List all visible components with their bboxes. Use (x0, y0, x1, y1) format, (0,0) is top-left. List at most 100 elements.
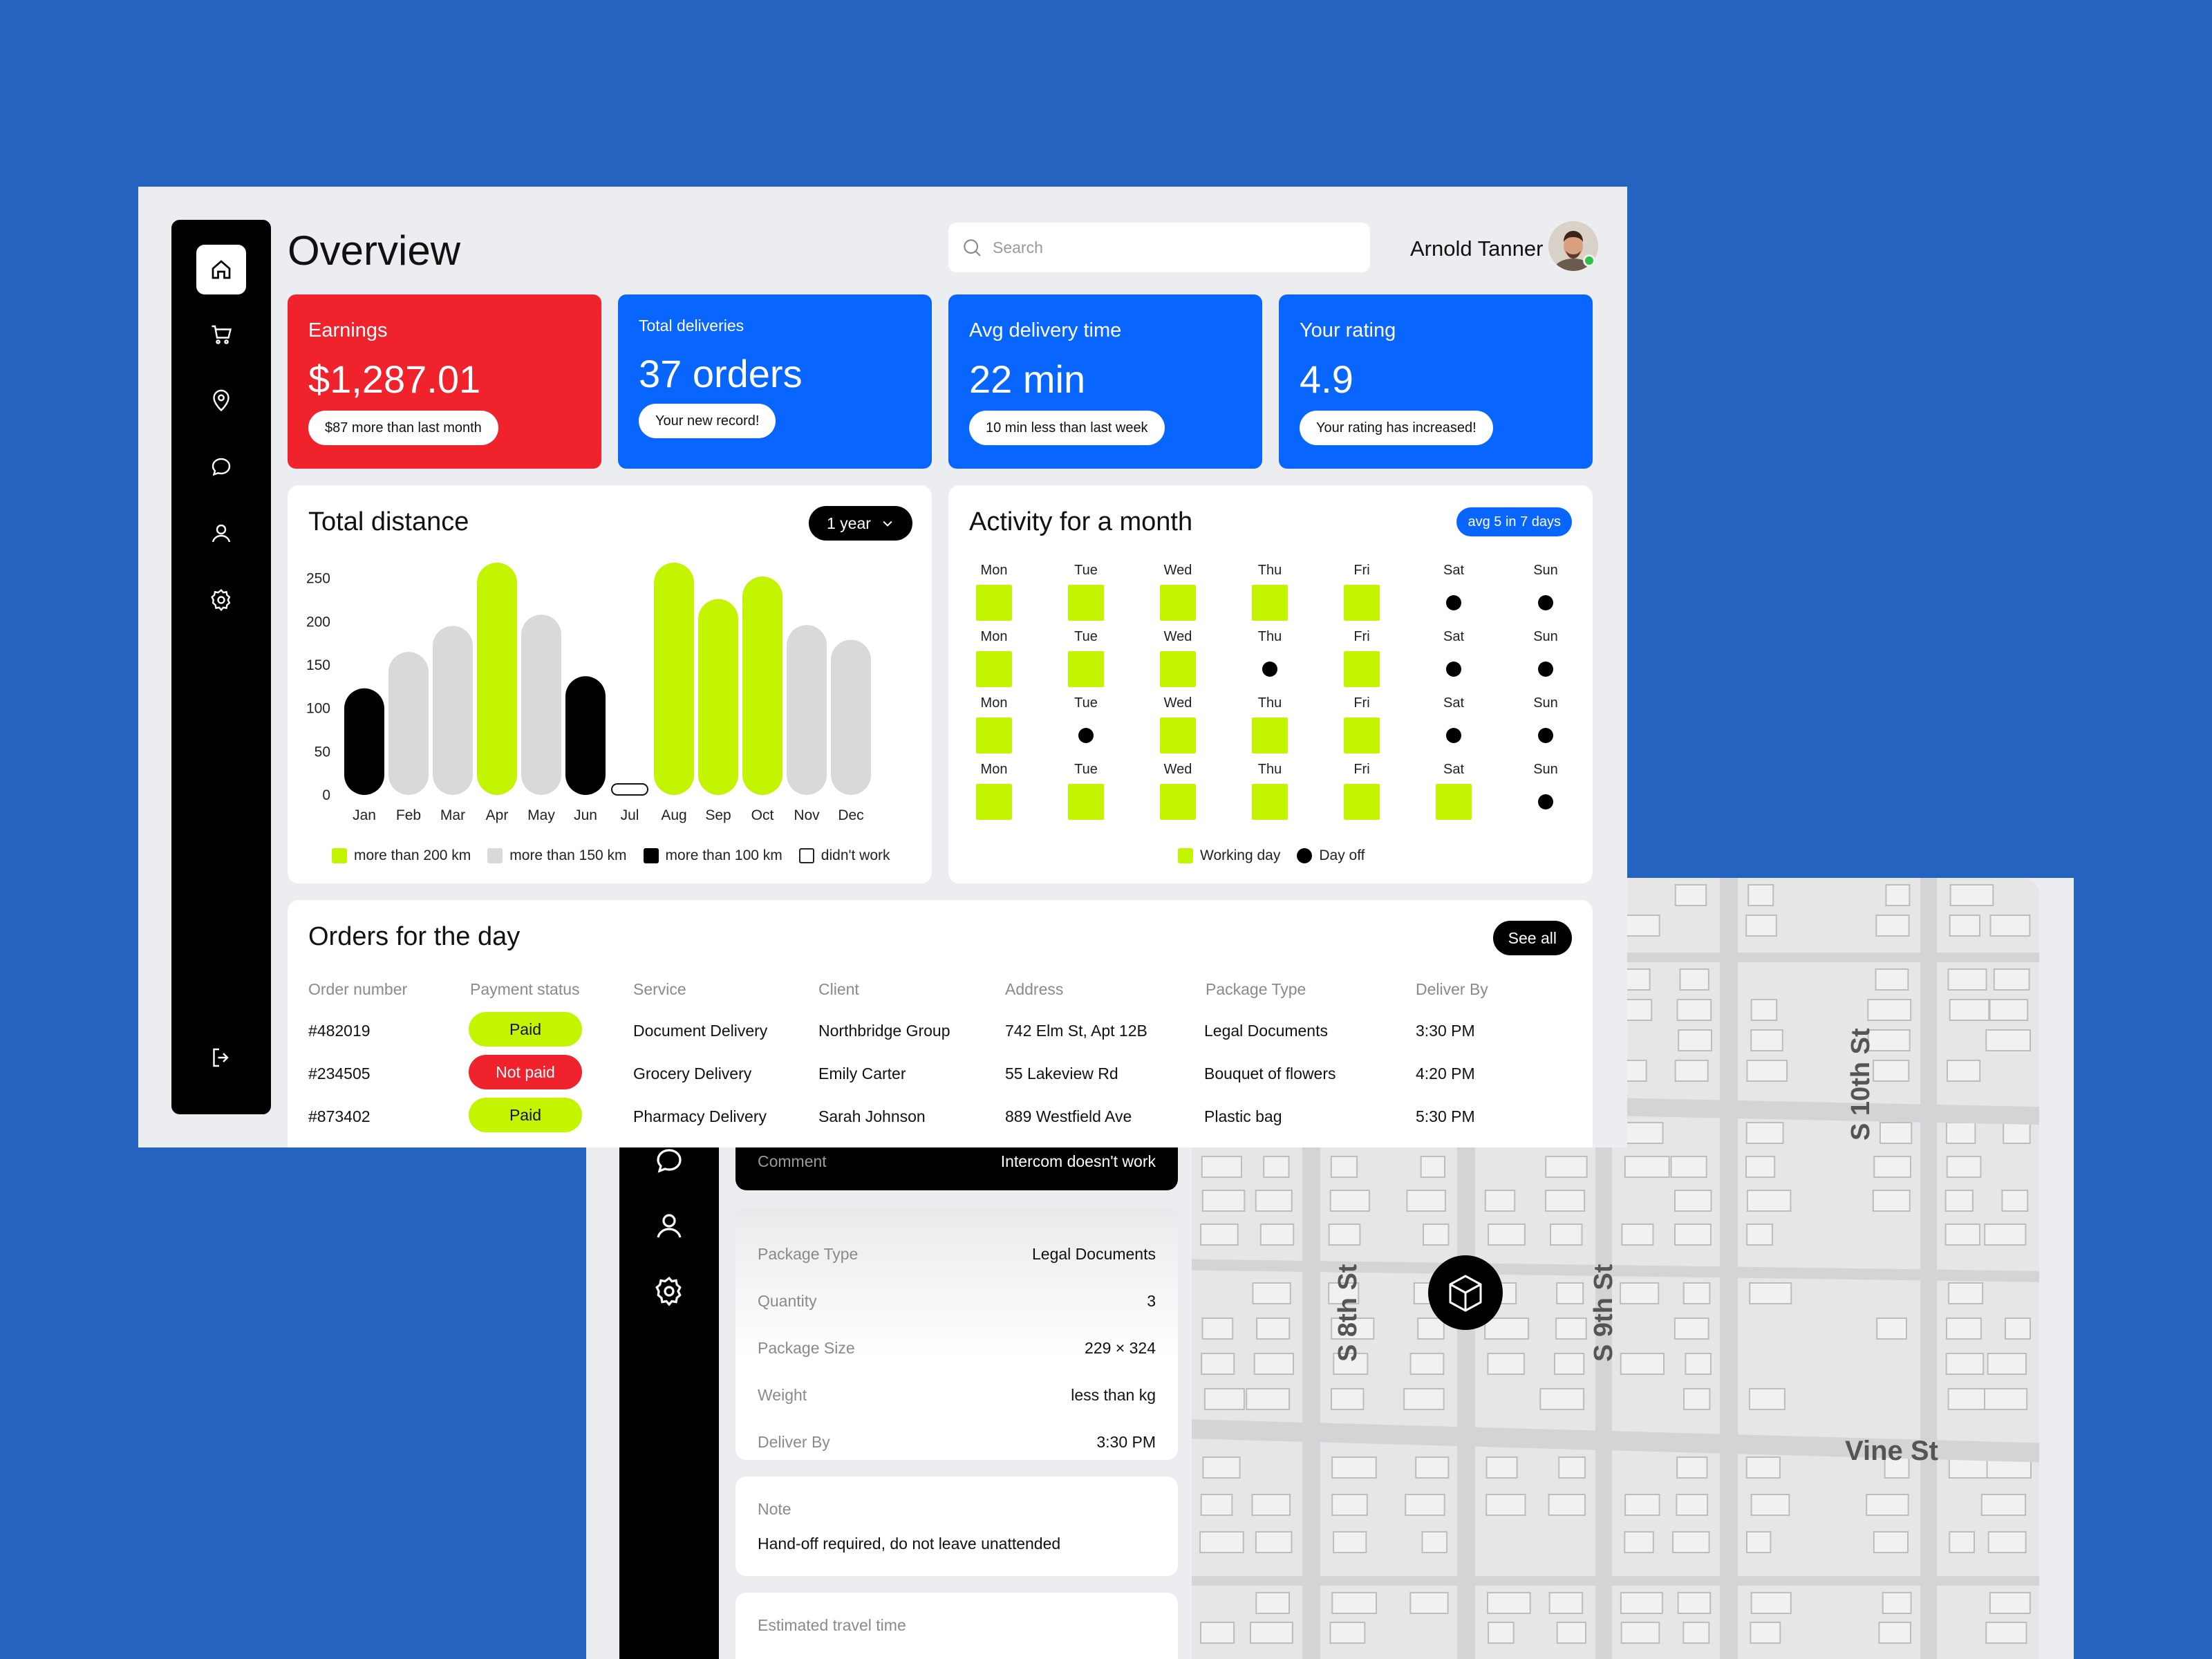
order-service: Document Delivery (633, 1022, 768, 1040)
x-tick-label: Nov (794, 807, 820, 823)
bar[interactable] (521, 615, 561, 795)
bar[interactable] (565, 676, 606, 795)
bar[interactable] (698, 599, 738, 795)
working-day-cell[interactable] (1068, 585, 1104, 621)
x-tick-label: Aug (661, 807, 686, 823)
y-tick-label: 50 (315, 744, 330, 760)
bar[interactable] (344, 688, 384, 795)
day-label: Wed (1163, 563, 1192, 578)
user-icon[interactable] (653, 1210, 686, 1243)
delivery-time-card[interactable]: Avg delivery time 22 min 10 min less tha… (948, 294, 1262, 469)
day-off-dot[interactable] (1446, 595, 1461, 610)
working-day-cell[interactable] (1160, 651, 1196, 687)
order-client: Northbridge Group (818, 1022, 950, 1040)
overview-window: Overview Arnold Tanner Earnings $1,287.0… (138, 187, 1627, 1147)
working-day-cell[interactable] (1436, 784, 1472, 820)
activity-title: Activity for a month (969, 507, 1193, 536)
logout-icon (213, 1048, 229, 1067)
day-off-dot[interactable] (1078, 728, 1094, 743)
nav-home[interactable] (196, 245, 246, 294)
working-day-cell[interactable] (1160, 718, 1196, 753)
day-off-dot[interactable] (1538, 662, 1553, 677)
earnings-card[interactable]: Earnings $1,287.01 $87 more than last mo… (288, 294, 601, 469)
day-off-dot[interactable] (1538, 595, 1553, 610)
working-day-cell[interactable] (1344, 784, 1380, 820)
working-day-cell[interactable] (976, 784, 1012, 820)
logout-button[interactable] (196, 1033, 246, 1082)
bar[interactable] (611, 783, 648, 796)
day-off-dot[interactable] (1446, 662, 1461, 677)
working-day-cell[interactable] (1160, 784, 1196, 820)
bar[interactable] (787, 625, 827, 795)
search-icon (964, 239, 981, 256)
working-day-cell[interactable] (1252, 718, 1288, 753)
deliveries-card[interactable]: Total deliveries 37 orders Your new reco… (618, 294, 932, 469)
detail-row: Quantity 3 (758, 1287, 1156, 1315)
rating-card[interactable]: Your rating 4.9 Your rating has increase… (1279, 294, 1593, 469)
order-deliver-by: 4:20 PM (1416, 1065, 1475, 1082)
legend-swatch (487, 848, 503, 863)
column-header: Package Type (1206, 980, 1306, 998)
column-header: Address (1005, 980, 1064, 998)
day-label: Fri (1353, 563, 1370, 578)
stat-value: 37 orders (639, 352, 803, 395)
working-day-cell[interactable] (1252, 585, 1288, 621)
location-pin-icon (213, 389, 229, 412)
y-tick-label: 200 (306, 614, 330, 630)
working-day-cell[interactable] (976, 585, 1012, 621)
day-label: Wed (1163, 695, 1192, 711)
day-label: Tue (1074, 762, 1098, 777)
working-day-cell[interactable] (1344, 718, 1380, 753)
day-label: Sun (1533, 695, 1558, 711)
working-day-cell[interactable] (1344, 585, 1380, 621)
detail-label: Package Type (758, 1244, 859, 1263)
bar[interactable] (433, 626, 473, 795)
working-day-cell[interactable] (1252, 784, 1288, 820)
working-day-cell[interactable] (976, 718, 1012, 753)
working-day-cell[interactable] (1160, 585, 1196, 621)
order-package: Bouquet of flowers (1204, 1065, 1336, 1082)
day-off-dot[interactable] (1538, 728, 1553, 743)
nav-orders[interactable] (196, 310, 246, 359)
working-day-cell[interactable] (1068, 651, 1104, 687)
day-label: Mon (980, 563, 1008, 578)
search-box[interactable] (948, 223, 1370, 272)
order-deliver-by: 5:30 PM (1416, 1107, 1475, 1125)
gear-icon (211, 589, 231, 612)
activity-badge: avg 5 in 7 days (1456, 507, 1572, 536)
order-deliver-by: 3:30 PM (1416, 1022, 1475, 1040)
day-off-dot[interactable] (1262, 662, 1277, 677)
legend-label: didn't work (821, 847, 890, 863)
day-off-dot[interactable] (1538, 794, 1553, 809)
detail-row: Deliver By 3:30 PM (758, 1428, 1156, 1456)
column-header: Client (818, 980, 859, 998)
gear-icon[interactable] (653, 1275, 686, 1308)
see-all-button[interactable]: See all (1492, 921, 1572, 955)
nav-map[interactable] (196, 376, 246, 426)
bar[interactable] (477, 563, 517, 795)
bar[interactable] (742, 577, 782, 795)
bar[interactable] (831, 639, 871, 795)
chat-icon[interactable] (653, 1145, 686, 1178)
package-icon[interactable] (1428, 1255, 1503, 1330)
nav-settings[interactable] (196, 575, 246, 625)
nav-profile[interactable] (196, 509, 246, 559)
bar[interactable] (654, 563, 694, 795)
map[interactable]: S 8th St S 9th St S 10th St Vine St (1192, 878, 2039, 1659)
bar[interactable] (388, 652, 429, 795)
working-day-cell[interactable] (1344, 651, 1380, 687)
search-input[interactable] (993, 238, 1338, 257)
x-tick-label: Jul (621, 807, 639, 823)
comment-value: Intercom doesn't work (1000, 1152, 1156, 1170)
nav-messages[interactable] (196, 442, 246, 492)
day-off-dot[interactable] (1446, 728, 1461, 743)
working-day-cell[interactable] (1068, 784, 1104, 820)
detail-value: 3 (1147, 1291, 1156, 1310)
day-label: Mon (980, 629, 1008, 644)
cart-icon (212, 325, 232, 344)
working-day-cell[interactable] (976, 651, 1012, 687)
legend-swatch (798, 848, 814, 863)
range-select[interactable]: 1 year (809, 506, 912, 541)
day-label: Sun (1533, 629, 1558, 644)
chart-legend: more than 200 km more than 150 km more t… (332, 847, 890, 864)
